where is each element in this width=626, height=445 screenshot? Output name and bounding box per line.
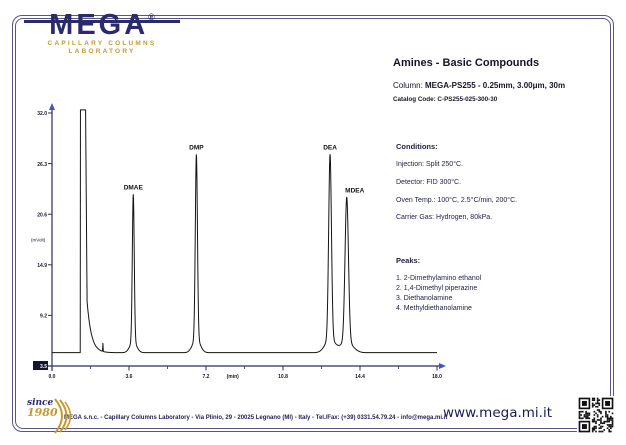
logo-tagline-laboratory: LABORATORY: [68, 48, 136, 55]
svg-text:14.4: 14.4: [355, 374, 365, 380]
svg-text:(mVolt): (mVolt): [31, 238, 46, 243]
conditions-heading: Conditions:: [396, 142, 438, 151]
svg-text:10.8: 10.8: [278, 374, 288, 380]
page-title: Amines - Basic Compounds: [393, 57, 540, 69]
logo-strikethrough-line: [24, 20, 180, 23]
svg-text:14.9: 14.9: [37, 263, 47, 269]
svg-text:MDEA: MDEA: [345, 187, 364, 194]
column-label: Column:: [393, 81, 426, 90]
peak-item-4: 4. Methyldiethanolamine: [396, 305, 472, 312]
since-word: since: [27, 398, 54, 408]
svg-text:3.6: 3.6: [126, 374, 133, 380]
svg-text:DMAE: DMAE: [124, 185, 144, 192]
website-link[interactable]: www.mega.mi.it: [443, 405, 553, 421]
since-year: 1980: [27, 406, 58, 419]
svg-text:(min): (min): [227, 374, 240, 380]
condition-injection: Injection: Split 250°C.: [396, 161, 464, 168]
registered-trademark-icon: ®: [148, 12, 155, 22]
svg-text:0.0: 0.0: [49, 374, 56, 380]
peak-item-2: 2. 1,4-Dimethyl piperazine: [396, 285, 478, 292]
condition-oven-temp: Oven Temp.: 100°C, 2.5°C/min, 200°C.: [396, 197, 518, 204]
svg-text:3.5: 3.5: [40, 364, 47, 370]
logo-tagline-capillary-columns: CAPILLARY COLUMNS: [47, 40, 157, 47]
column-spec-line: Column: MEGA-PS255 - 0.25mm, 3.00μm, 30m: [393, 81, 565, 90]
peak-item-1: 1. 2-Dimethylamino ethanol: [396, 275, 482, 282]
svg-text:18.0: 18.0: [432, 374, 442, 380]
svg-text:DEA: DEA: [323, 145, 337, 152]
svg-text:20.6: 20.6: [37, 212, 47, 218]
condition-carrier-gas: Carrier Gas: Hydrogen, 80kPa.: [396, 214, 493, 221]
page-border-frame: [12, 15, 614, 432]
svg-text:9.2: 9.2: [40, 314, 47, 320]
svg-text:DMP: DMP: [189, 145, 204, 152]
catalog-code: Catalog Code: C-PS255-025-300-30: [393, 96, 498, 103]
qr-code-icon: [577, 396, 615, 434]
column-value: MEGA-PS255 - 0.25mm, 3.00μm, 30m: [425, 81, 566, 90]
footer-address: MEGA s.n.c. - Capillary Columns Laborato…: [64, 415, 448, 421]
peak-item-3: 3. Diethanolamine: [396, 295, 453, 302]
svg-text:7.2: 7.2: [203, 374, 210, 380]
peaks-heading: Peaks:: [396, 256, 421, 265]
svg-text:32.0: 32.0: [37, 111, 47, 117]
since-1980-badge: since 1980: [27, 398, 58, 418]
mega-logo: MEGA® CAPILLARY COLUMNS LABORATORY: [26, 2, 178, 56]
since-badge-arcs-icon: [54, 398, 72, 434]
chromatogram-plot: 3.5 9.2 14.9 20.6 26.3 32.0 (mVolt) 0.0 3.6 7.2 10…: [31, 103, 446, 380]
mega-logo-wordmark: MEGA®: [49, 9, 155, 41]
condition-detector: Detector: FID 300°C.: [396, 179, 462, 186]
page-border-frame-inner: [15, 18, 611, 429]
svg-text:26.3: 26.3: [37, 162, 47, 168]
